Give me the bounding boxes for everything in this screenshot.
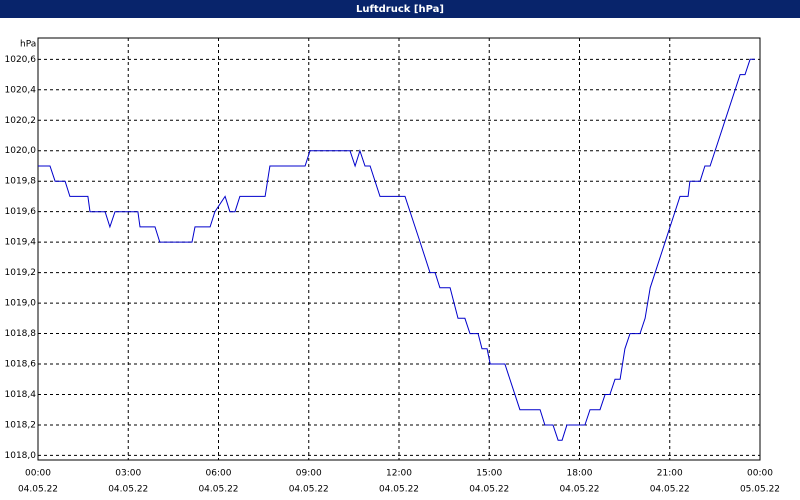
y-tick-label: 1018,6 bbox=[5, 360, 37, 370]
y-tick-label: 1020,6 bbox=[5, 55, 37, 65]
x-tick-date: 04.05.22 bbox=[289, 485, 329, 495]
x-tick-label: 21:00 bbox=[657, 469, 683, 479]
y-tick-label: 1019,8 bbox=[5, 177, 37, 187]
x-tick-date: 05.05.22 bbox=[740, 485, 780, 495]
x-tick-label: 12:00 bbox=[386, 469, 412, 479]
y-tick-label: 1018,8 bbox=[5, 329, 37, 339]
chart-title: Luftdruck [hPa] bbox=[356, 4, 444, 15]
x-tick-date: 04.05.22 bbox=[108, 485, 148, 495]
y-tick-label: 1019,2 bbox=[5, 268, 37, 278]
y-unit: hPa bbox=[20, 40, 36, 50]
x-tick-date: 04.05.22 bbox=[559, 485, 599, 495]
x-tick-label: 00:00 bbox=[25, 469, 51, 479]
x-tick-label: 00:00 bbox=[747, 469, 773, 479]
y-tick-label: 1019,4 bbox=[5, 238, 37, 248]
x-tick-label: 09:00 bbox=[296, 469, 322, 479]
x-tick-label: 03:00 bbox=[115, 469, 141, 479]
x-tick-date: 04.05.22 bbox=[379, 485, 419, 495]
y-tick-label: 1019,0 bbox=[5, 299, 37, 309]
x-tick-date: 04.05.22 bbox=[650, 485, 690, 495]
y-tick-label: 1019,6 bbox=[5, 207, 37, 217]
y-tick-label: 1018,2 bbox=[5, 420, 37, 430]
x-tick-label: 06:00 bbox=[206, 469, 232, 479]
x-tick-label: 18:00 bbox=[567, 469, 593, 479]
y-tick-label: 1020,2 bbox=[5, 116, 37, 126]
x-tick-date: 04.05.22 bbox=[18, 485, 58, 495]
x-tick-label: 15:00 bbox=[476, 469, 502, 479]
x-tick-date: 04.05.22 bbox=[469, 485, 509, 495]
data-line bbox=[38, 58, 755, 441]
x-tick-date: 04.05.22 bbox=[198, 485, 238, 495]
y-tick-label: 1020,4 bbox=[5, 85, 37, 95]
y-tick-label: 1018,4 bbox=[5, 390, 37, 400]
y-tick-label: 1018,0 bbox=[5, 451, 37, 461]
title-bar bbox=[0, 0, 800, 18]
y-tick-label: 1020,0 bbox=[5, 146, 37, 156]
